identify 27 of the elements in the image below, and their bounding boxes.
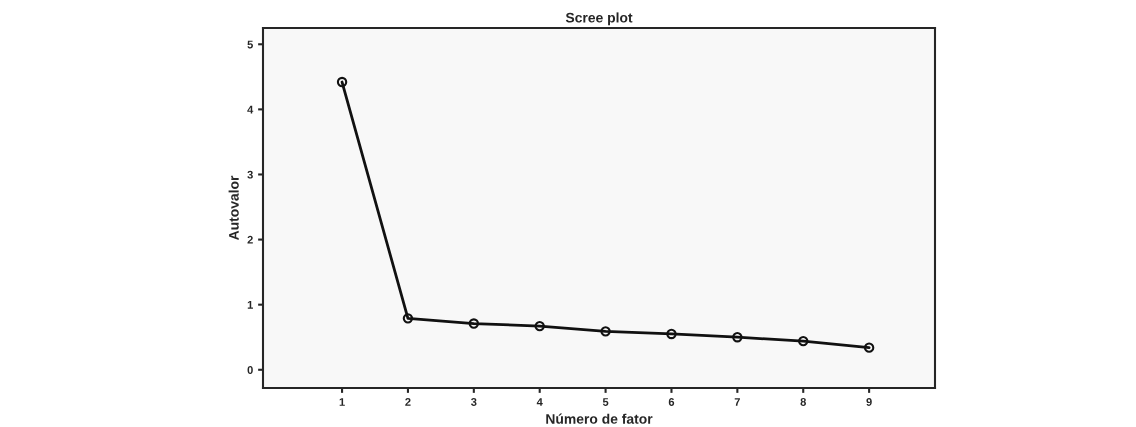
point	[863, 342, 875, 353]
point	[534, 320, 545, 332]
x-tick-label: 5	[602, 398, 609, 406]
y-axis-title: Autovalor	[228, 175, 239, 241]
y-tick-label: 4	[247, 105, 254, 114]
y-tick-label: 1	[247, 301, 253, 309]
x-tick-label: 1	[339, 398, 345, 406]
point	[666, 328, 677, 340]
point	[798, 335, 809, 347]
x-axis-title: Número de fator	[546, 413, 653, 424]
point	[336, 76, 348, 88]
x-tick-label: 4	[536, 398, 543, 406]
y-tick-label: 3	[247, 170, 253, 179]
x-tick-label: 2	[405, 398, 411, 406]
point	[600, 326, 611, 337]
x-tick-label: 8	[800, 398, 806, 406]
x-tick-label: 9	[866, 398, 872, 406]
y-tick-label: 2	[247, 235, 253, 244]
x-tick-label: 7	[734, 398, 740, 406]
x-tick-label: 6	[668, 398, 675, 406]
point	[402, 313, 414, 324]
x-tick-label: 3	[470, 398, 477, 406]
point	[468, 318, 480, 329]
y-tick-label: 5	[247, 40, 253, 49]
point	[732, 332, 743, 343]
y-tick-label: 0	[247, 366, 253, 374]
chart-title: Scree plot	[565, 12, 633, 26]
